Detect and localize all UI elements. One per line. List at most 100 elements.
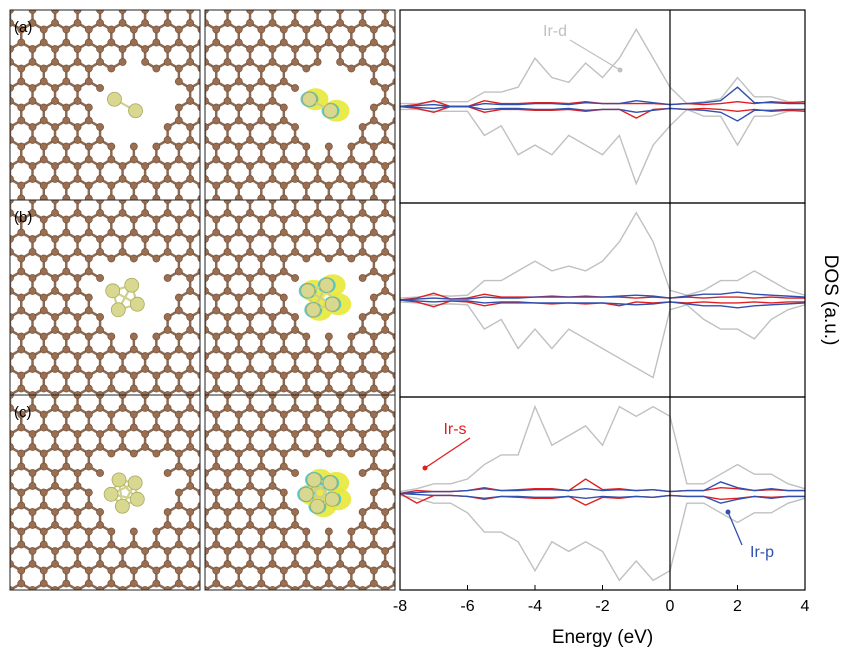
bond bbox=[396, 291, 407, 298]
carbon-atom bbox=[175, 156, 182, 163]
carbon-atom bbox=[18, 346, 25, 353]
carbon-atom bbox=[29, 287, 36, 294]
carbon-atom bbox=[145, 268, 152, 275]
carbon-atom bbox=[303, 372, 310, 379]
carbon-atom bbox=[0, 346, 2, 353]
bond bbox=[111, 4, 122, 11]
carbon-atom bbox=[85, 541, 92, 548]
carbon-atom bbox=[119, 175, 126, 182]
carbon-atom bbox=[213, 26, 220, 33]
carbon-atom bbox=[40, 541, 47, 548]
carbon-atom bbox=[74, 274, 81, 281]
carbon-atom bbox=[198, 255, 205, 262]
carbon-atom bbox=[51, 599, 58, 606]
bond bbox=[137, 140, 148, 147]
carbon-atom bbox=[427, 326, 434, 333]
carbon-atom bbox=[130, 541, 137, 548]
carbon-atom bbox=[213, 104, 220, 111]
carbon-atom bbox=[51, 162, 58, 169]
bond bbox=[441, 199, 452, 206]
carbon-atom bbox=[175, 489, 182, 496]
carbon-atom bbox=[51, 430, 58, 437]
carbon-atom bbox=[153, 606, 160, 613]
carbon-atom bbox=[63, 104, 70, 111]
carbon-atom bbox=[198, 216, 205, 223]
carbon-atom bbox=[168, 78, 175, 85]
carbon-atom bbox=[427, 19, 434, 26]
carbon-atom bbox=[0, 502, 2, 509]
carbon-atom bbox=[198, 528, 205, 535]
carbon-atom bbox=[74, 521, 81, 528]
bond bbox=[137, 82, 148, 89]
carbon-atom bbox=[427, 352, 434, 359]
carbon-atom bbox=[427, 162, 434, 169]
carbon-atom bbox=[427, 170, 434, 177]
carbon-atom bbox=[153, 255, 160, 262]
carbon-atom bbox=[198, 385, 205, 392]
carbon-atom bbox=[404, 326, 411, 333]
carbon-atom bbox=[0, 117, 2, 124]
bond bbox=[396, 213, 407, 220]
carbon-atom bbox=[370, 26, 377, 33]
carbon-atom bbox=[164, 235, 171, 242]
bond bbox=[430, 62, 441, 69]
carbon-atom bbox=[280, 372, 287, 379]
bond bbox=[453, 23, 464, 30]
carbon-atom bbox=[85, 182, 92, 189]
carbon-atom bbox=[0, 195, 2, 202]
carbon-atom bbox=[325, 385, 332, 392]
carbon-atom bbox=[74, 313, 81, 320]
bond bbox=[408, 194, 419, 201]
carbon-atom bbox=[460, 156, 467, 163]
carbon-atom bbox=[291, 365, 298, 372]
carbon-atom bbox=[108, 229, 115, 236]
carbon-atom bbox=[415, 307, 422, 314]
carbon-atom bbox=[415, 221, 422, 228]
carbon-atom bbox=[280, 117, 287, 124]
carbon-atom bbox=[29, 175, 36, 182]
carbon-atom bbox=[382, 209, 389, 216]
carbon-atom bbox=[198, 502, 205, 509]
carbon-atom bbox=[438, 177, 445, 184]
carbon-atom bbox=[198, 143, 205, 150]
carbon-atom bbox=[198, 104, 205, 111]
carbon-atom bbox=[40, 216, 47, 223]
carbon-atom bbox=[187, 136, 194, 143]
carbon-atom bbox=[164, 365, 171, 372]
carbon-atom bbox=[382, 248, 389, 255]
carbon-atom bbox=[141, 58, 148, 65]
bond bbox=[430, 160, 441, 167]
carbon-atom bbox=[359, 162, 366, 169]
carbon-atom bbox=[258, 216, 265, 223]
carbon-atom bbox=[303, 26, 310, 33]
carbon-atom bbox=[175, 268, 182, 275]
carbon-atom bbox=[235, 268, 242, 275]
carbon-atom bbox=[258, 156, 265, 163]
carbon-atom bbox=[449, 235, 456, 242]
bond bbox=[419, 350, 430, 357]
carbon-atom bbox=[314, 19, 321, 26]
carbon-atom bbox=[336, 235, 343, 242]
carbon-atom bbox=[164, 313, 171, 320]
carbon-atom bbox=[29, 521, 36, 528]
carbon-atom bbox=[29, 430, 36, 437]
carbon-atom bbox=[449, 45, 456, 52]
carbon-atom bbox=[314, 352, 321, 359]
bond bbox=[396, 4, 407, 11]
carbon-atom bbox=[74, 482, 81, 489]
bond bbox=[396, 179, 407, 186]
bond bbox=[396, 62, 407, 69]
carbon-atom bbox=[224, 248, 231, 255]
carbon-atom bbox=[438, 333, 445, 340]
carbon-atom bbox=[187, 469, 194, 476]
panel-frame bbox=[10, 200, 200, 395]
carbon-atom bbox=[449, 326, 456, 333]
carbon-atom bbox=[213, 182, 220, 189]
carbon-atom bbox=[303, 39, 310, 46]
carbon-atom bbox=[63, 65, 70, 72]
carbon-atom bbox=[213, 143, 220, 150]
bond bbox=[408, 330, 419, 337]
bond bbox=[408, 23, 419, 30]
carbon-atom bbox=[63, 143, 70, 150]
carbon-atom bbox=[370, 78, 377, 85]
